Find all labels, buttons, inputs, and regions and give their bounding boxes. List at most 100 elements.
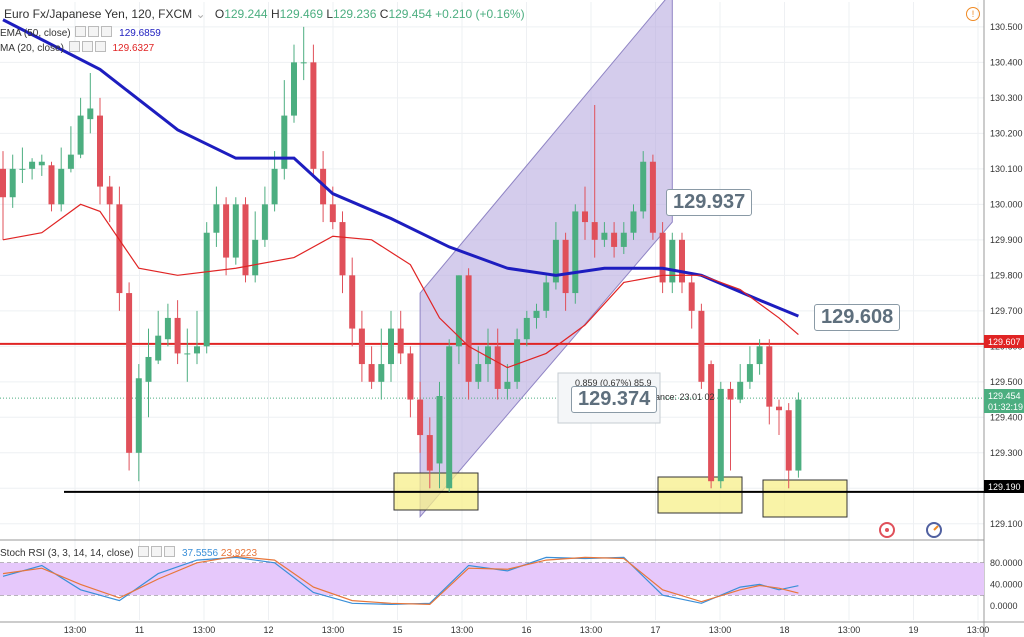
parallel-channel[interactable] [419,0,673,519]
candle-body [620,232,627,247]
candle-body [106,186,113,205]
candle-body [552,239,559,283]
candle-body [184,353,191,355]
candle-body [87,108,94,120]
gear-icon[interactable] [151,546,163,557]
candle-body [679,239,685,283]
resistance-tag [984,335,1024,348]
ema-legend-label[interactable]: EMA (50, close) [0,28,71,39]
candle-body [155,335,162,361]
candle-body [630,211,637,233]
candle-body [562,239,569,294]
info-icon[interactable]: ! [966,7,980,21]
support-tag-label: 129.190 [988,482,1021,492]
symbol-title[interactable]: Euro Fx/Japanese Yen, 120, FXCM [4,7,193,21]
candle-body [281,115,288,169]
candle-body [465,275,472,382]
eye-icon[interactable] [68,41,80,52]
candle-body [358,328,365,365]
x-tick-label: 13:00 [580,625,603,635]
callout-129374[interactable]: 129.374 [571,386,658,413]
candle-body [126,293,133,453]
alert-icon[interactable] [879,522,895,538]
ema-50-line [2,18,799,318]
time-axis[interactable]: 13:00 11 13:00 12 13:00 15 13:00 16 13:00 17 13:00… [64,625,990,635]
candle-body [407,353,414,400]
candle-body [378,364,385,382]
x-tick-label: 17 [650,625,660,635]
stoch-d-line [2,555,799,605]
x-tick-label: 15 [392,625,402,635]
candle-body [261,204,268,240]
candle-body [116,204,123,294]
candle-body [300,62,307,64]
candle-body [242,204,249,276]
close-icon[interactable] [94,41,106,52]
candle-body [669,239,676,283]
price-axis[interactable]: 129.100129.200129.300129.400129.500129.6… [990,22,1023,529]
stoch-d-value: 23.9223 [220,548,258,559]
candle-body [717,388,724,482]
callout-129608[interactable]: 129.608 [814,304,901,331]
candle-body [77,115,84,155]
stoch-rsi-band [0,562,984,596]
y-tick-label: 130.300 [990,93,1023,103]
y-tick-label: 130.400 [990,57,1023,67]
candle-body [494,346,501,389]
gear-icon[interactable] [81,41,93,52]
eye-icon[interactable] [138,546,150,557]
scroll-icons[interactable] [879,522,942,538]
x-tick-label: 12 [263,625,273,635]
candlestick-series [0,26,802,492]
candle-body [232,204,239,258]
candle-body [9,168,16,198]
candle-body [19,168,26,170]
candle-body [446,346,453,489]
ohlc-close-label: C [379,7,389,21]
ohlc-close: 129.454 [388,7,432,21]
eye-icon[interactable] [75,26,87,37]
horizontal-levels[interactable] [0,342,984,493]
last-price-tag [984,389,1024,413]
ohlc-high: 129.469 [279,7,323,21]
y-tick-label: 129.700 [990,306,1023,316]
gear-icon[interactable] [88,26,100,37]
candle-body [67,154,74,169]
candle-body [339,222,346,276]
candle-body [194,346,200,354]
ema-legend-value: 129.6859 [119,28,161,39]
candle-body [164,317,171,340]
measure-bars-label: ance: 23.01 02 [655,392,715,402]
ma-legend: MA (20, close) 129.6327 [0,41,154,55]
candle-body [591,222,598,240]
candle-body [514,339,521,382]
y-tick-label: 130.200 [990,128,1023,138]
stoch-legend-label[interactable]: Stoch RSI (3, 3, 14, 14, close) [0,548,134,559]
candle-body [523,317,530,340]
x-tick-label: 13:00 [64,625,87,635]
y-tick-label: 129.300 [990,448,1023,458]
x-tick-label: 19 [908,625,918,635]
stoch-tick-label: 80.0000 [990,558,1023,568]
candle-body [776,406,782,411]
chevron-down-icon[interactable]: ⌄ [195,7,206,21]
callout-129937[interactable]: 129.937 [666,189,753,216]
candle-body [436,396,443,464]
countdown-label: 01:32:19 [988,402,1023,412]
candle-body [572,211,579,294]
candle-body [213,204,220,233]
candle-body [426,435,433,471]
x-tick-label: 16 [521,625,531,635]
candle-body [48,165,55,205]
ma-legend-label[interactable]: MA (20, close) [0,43,64,54]
close-icon[interactable] [101,26,113,37]
replay-icon[interactable] [926,522,942,538]
close-icon[interactable] [164,546,176,557]
candle-body [417,399,424,436]
candle-body [349,275,356,329]
highlight-boxes[interactable] [393,472,848,518]
highlight-box [762,479,848,518]
candle-body [485,346,491,365]
